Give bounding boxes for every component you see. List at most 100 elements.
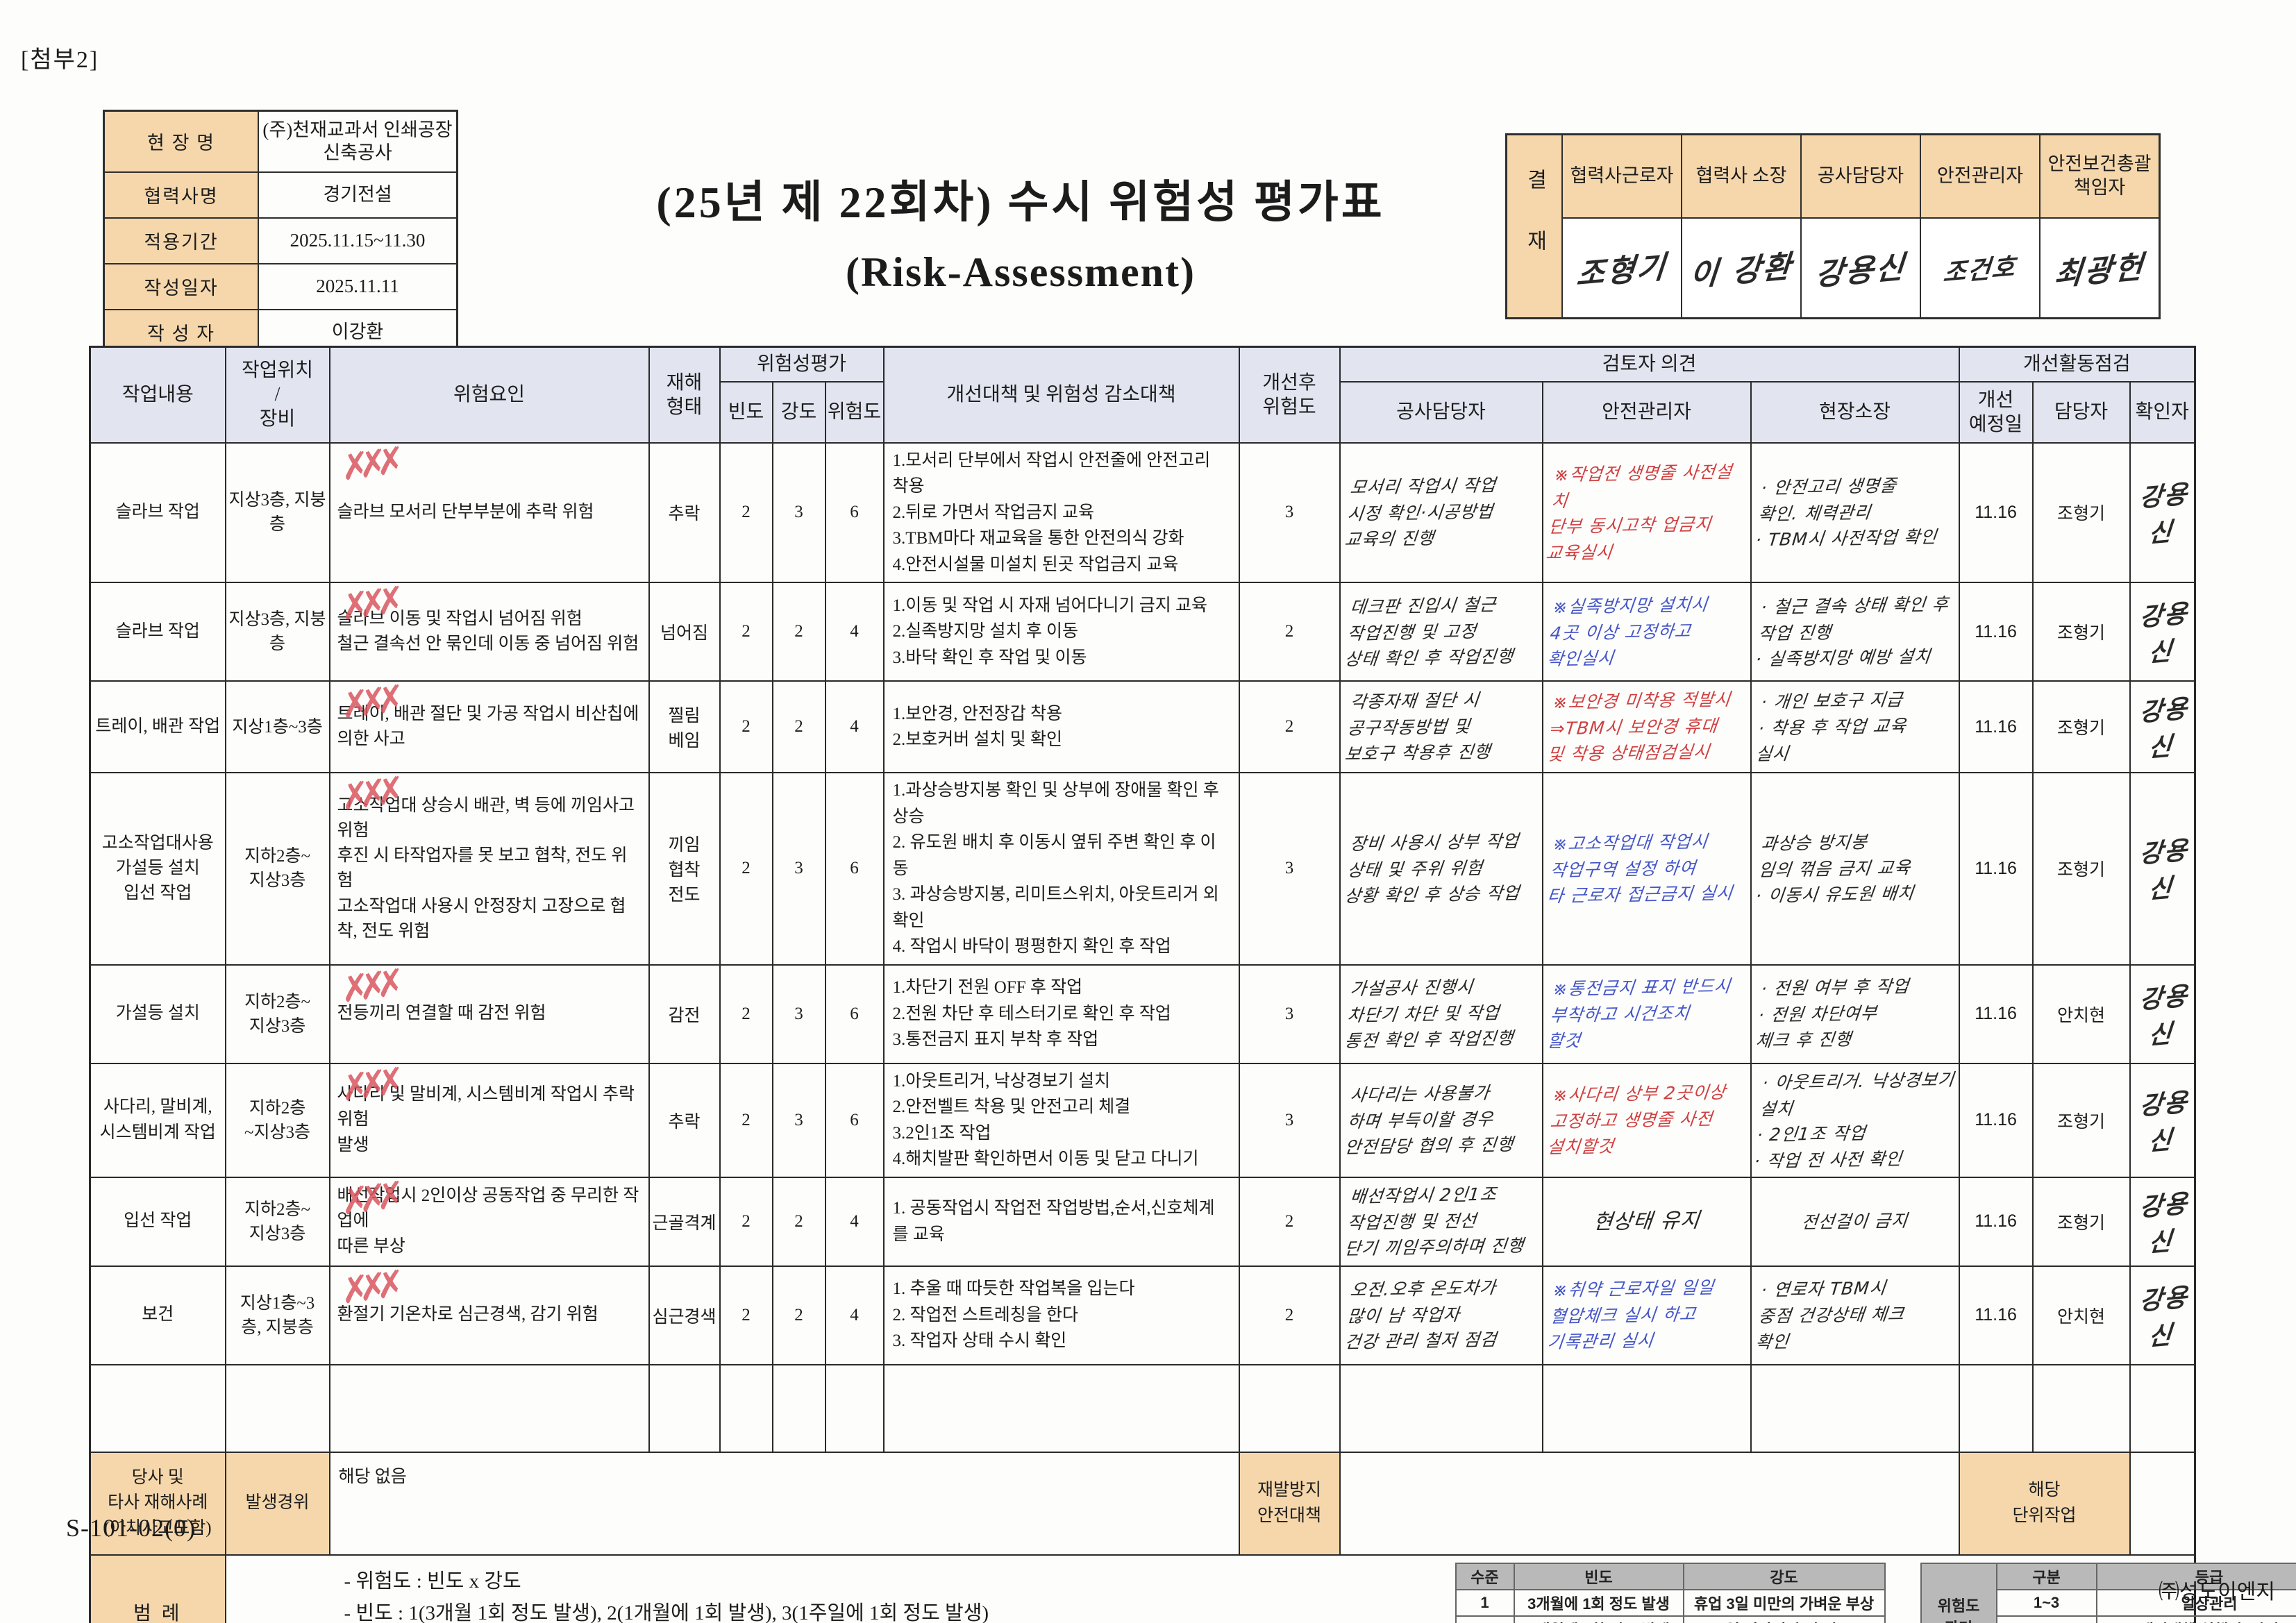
hazard-text: 슬라브 이동 및 작업시 넘어짐 위험 철근 결속선 안 묶인데 이동 중 넘어…: [337, 609, 639, 653]
handwritten-comment: ※사다리 상부 2곳이상 고정하고 생명줄 사전 설치할것: [1545, 1082, 1727, 1158]
handwritten-comment: · 안전고리 생명줄 확인. 체력관리 · TBM시 사전작업 확인: [1754, 475, 1938, 550]
col-rev-site: 현장소장: [1750, 380, 1960, 444]
col-reviewer-group: 검토자 의견: [1339, 346, 1960, 382]
rev-construction-cell: 가설공사 진행시 차단기 차단 및 작업 통전 확인 후 작업진행: [1339, 964, 1543, 1064]
handwritten-comment: 배선작업시 2인1조 작업진행 및 전선 단기 끼임주의하며 진행: [1343, 1184, 1525, 1259]
table-row: 조형기 이 강환 강용신 조건호 최광헌: [1507, 217, 2161, 319]
rev-safety-cell: ※작업전 생명줄 사전설치 단부 동시고착 업금지 교육실시: [1541, 442, 1752, 583]
table-row: 결재 협력사근로자 협력사 소장 공사담당자 안전관리자 안전보건총괄책임자: [1505, 133, 2161, 319]
red-scribble-mark: [337, 436, 396, 495]
unit-work-value-cell: [2129, 1451, 2196, 1556]
location-cell: 지상3층, 지붕층: [224, 442, 330, 583]
measures-cell: 1. 공동작업시 작업전 작업방법,순서,신호체계를 교육: [882, 1176, 1240, 1267]
empty-cell: [1958, 1363, 2034, 1453]
improved-risk-cell: 3: [1238, 1062, 1341, 1178]
improved-risk-cell: 2: [1238, 1265, 1341, 1365]
col-frequency: 빈도: [719, 380, 773, 444]
col-confirmer: 확인자: [2129, 380, 2196, 444]
hazard-cell: 환절기 기온차로 심근경색, 감기 위험: [328, 1265, 650, 1365]
signature-cell: 조건호: [1920, 217, 2041, 319]
handwritten-comment: 모서리 작업시 작업 시정 확인·시공방법 교육의 진행: [1343, 475, 1498, 550]
table-row: 2 1개월에 1회 정도 발생 3일 이상의 휴업 필요: [1455, 1615, 1886, 1623]
risk-row: 슬라브 작업 지상3층, 지붕층 슬라브 모서리 단부부분에 추락 위험 추락 …: [89, 442, 2196, 583]
signature: 이 강환: [1688, 249, 1794, 294]
risk-row: 가설등 설치 지하2층~ 지상3층 전등끼리 연결할 때 감전 위험 감전 2 …: [89, 964, 2196, 1064]
signature-cell: 조형기: [1561, 217, 1682, 319]
location-cell: 지상1층~3층: [224, 680, 330, 773]
table-header-row: 빈도 강도 위험도 공사담당자 안전관리자 현장소장 개선 예정일 담당자 확인…: [90, 380, 2196, 444]
mini-cell: 1: [1455, 1588, 1515, 1617]
confirmer-cell: 강용신: [2129, 680, 2196, 773]
work-cell: 가설등 설치: [89, 964, 226, 1064]
measures-text: 1.과상승방지봉 확인 및 상부에 장애물 확인 후 상승 2. 유도원 배치 …: [892, 781, 1219, 956]
measures-cell: 1.모서리 단부에서 작업시 안전줄에 안전고리 착용 2.뒤로 가면서 작업금…: [882, 442, 1240, 583]
manager-cell: 조형기: [2031, 442, 2131, 583]
empty-cell: [1541, 1363, 1752, 1453]
handwritten-comment: ※통전금지 표지 반드시 부착하고 시건조치 할것: [1545, 976, 1732, 1052]
intensity-cell: 2: [771, 582, 826, 682]
rev-construction-cell: 장비 사용시 상부 작업 상태 및 주위 위험 상황 확인 후 상승 작업: [1339, 772, 1543, 966]
signature: 조형기: [1575, 249, 1668, 294]
handwritten-comment: 전선걸이 금지: [1800, 1210, 1909, 1233]
rev-safety-cell: ※취약 근로자일 일일 혈압체크 실시 하고 기록관리 실시: [1541, 1265, 1752, 1365]
rev-site-cell: · 전원 여부 후 작업 · 전원 차단여부 체크 후 진행: [1750, 964, 1960, 1064]
rev-safety-cell: ※실족방지망 설치시 4곳 이상 고정하고 확인실시: [1541, 582, 1752, 682]
legend-line: - 위험도 : 빈도 x 강도: [344, 1570, 521, 1592]
hazard-cell: 슬라브 이동 및 작업시 넘어짐 위험 철근 결속선 안 묶인데 이동 중 넘어…: [328, 582, 650, 682]
rev-construction-cell: 각종자재 절단 시 공구작동방법 및 보호구 착용후 진행: [1339, 680, 1543, 773]
handwritten-comment: 가설공사 진행시 차단기 차단 및 작업 통전 확인 후 작업진행: [1343, 977, 1515, 1052]
rev-safety-cell: ※고소작업대 작업시 작업구역 설정 하여 타 근로자 접근금지 실시: [1541, 772, 1752, 966]
work-cell: 고소작업대사용 가설등 설치 입선 작업: [89, 772, 226, 966]
period-value: 2025.11.15~11.30: [258, 217, 458, 264]
location-cell: 지상3층, 지붕층: [224, 582, 330, 682]
col-improved-risk: 개선후 위험도: [1238, 346, 1341, 444]
confirmer-cell: 강용신: [2129, 1265, 2196, 1365]
approver-col-general-manager: 안전보건총괄책임자: [2039, 133, 2161, 219]
empty-cell: [882, 1363, 1240, 1453]
confirmer-cell: 강용신: [2129, 442, 2196, 583]
work-cell: 보건: [89, 1265, 226, 1365]
handwritten-comment: 오전.오후 온도차가 많이 남 작업자 건강 관리 철저 점검: [1343, 1277, 1498, 1353]
risk-cell: 4: [824, 680, 885, 773]
manager-cell: 조형기: [2031, 1062, 2131, 1178]
rev-site-cell: 전선걸이 금지: [1750, 1176, 1960, 1267]
empty-cell: [89, 1363, 226, 1453]
handwritten-comment: ※취약 근로자일 일일 혈압체크 실시 하고 기록관리 실시: [1545, 1277, 1716, 1353]
mini-cell: 1개월에 1회 정도 발생: [1513, 1615, 1684, 1623]
handwritten-comment: ※고소작업대 작업시 작업구역 설정 하여 타 근로자 접근금지 실시: [1545, 831, 1734, 907]
empty-cell: [719, 1363, 773, 1453]
risk-cell: 6: [824, 772, 885, 966]
mini-cell: 3개월에 1회 정도 발생: [1513, 1588, 1684, 1617]
accident-cause-value: 해당 없음: [328, 1451, 1240, 1556]
partner-name-value: 경기전설: [258, 171, 458, 219]
empty-cell: [1238, 1363, 1341, 1453]
intensity-cell: 2: [771, 680, 826, 773]
risk-row: 입선 작업 지하2층~ 지상3층 배선작업시 2인이상 공동작업 중 무리한 작…: [89, 1176, 2196, 1267]
measures-text: 1.아웃트리거, 낙상경보기 설치 2.안전벨트 착용 및 안전고리 체결 3.…: [892, 1071, 1199, 1169]
title-line1: (25년 제 22회차) 수시 위험성 평가표: [656, 178, 1385, 227]
table-row: 1~3 일상관리: [1921, 1588, 2296, 1617]
rev-site-cell: 과상승 방지봉 임의 꺾음 금지 교육 · 이동시 유도원 배치: [1750, 772, 1960, 966]
written-date-value: 2025.11.11: [258, 262, 458, 310]
handwritten-comment: ※실족방지망 설치시 4곳 이상 고정하고 확인실시: [1545, 594, 1709, 669]
table-header-row: 수준 빈도 강도: [1455, 1562, 1886, 1590]
accident-case-row: 당사 및 타사 재해사례 (아차사고포함) 발생경위 해당 없음 재발방지 안전…: [89, 1451, 2196, 1556]
manager-cell: 조형기: [2031, 1176, 2131, 1267]
red-scribble-mark: [337, 674, 396, 733]
approval-stamp-label: 결재: [1523, 169, 1546, 291]
risk-cell: 4: [824, 1176, 885, 1267]
col-location: 작업위치 / 장비: [224, 346, 330, 444]
risk-cell: 4: [824, 1265, 885, 1365]
location-cell: 지하2층 ~지상3층: [224, 1062, 330, 1178]
planned-date-cell: 11.16: [1958, 1265, 2034, 1365]
handwritten-comment: ※보안경 미착용 적발시 ⇒TBM시 보안경 휴대 및 착용 상태점검실시: [1545, 689, 1732, 764]
frequency-cell: 2: [719, 680, 773, 773]
empty-cell: [648, 1363, 721, 1453]
rev-site-cell: · 개인 보호구 지급 · 착용 후 작업 교육 실시: [1750, 680, 1960, 773]
rev-construction-cell: 데크판 진입시 철근 작업진행 및 고정 상태 확인 후 작업진행: [1339, 582, 1543, 682]
mini-cell: 1~3: [1995, 1588, 2097, 1617]
confirmer-cell: 강용신: [2129, 582, 2196, 682]
risk-row: 슬라브 작업 지상3층, 지붕층 슬라브 이동 및 작업시 넘어짐 위험 철근 …: [89, 582, 2196, 682]
frequency-cell: 2: [719, 964, 773, 1064]
col-planned-date: 개선 예정일: [1958, 380, 2034, 444]
